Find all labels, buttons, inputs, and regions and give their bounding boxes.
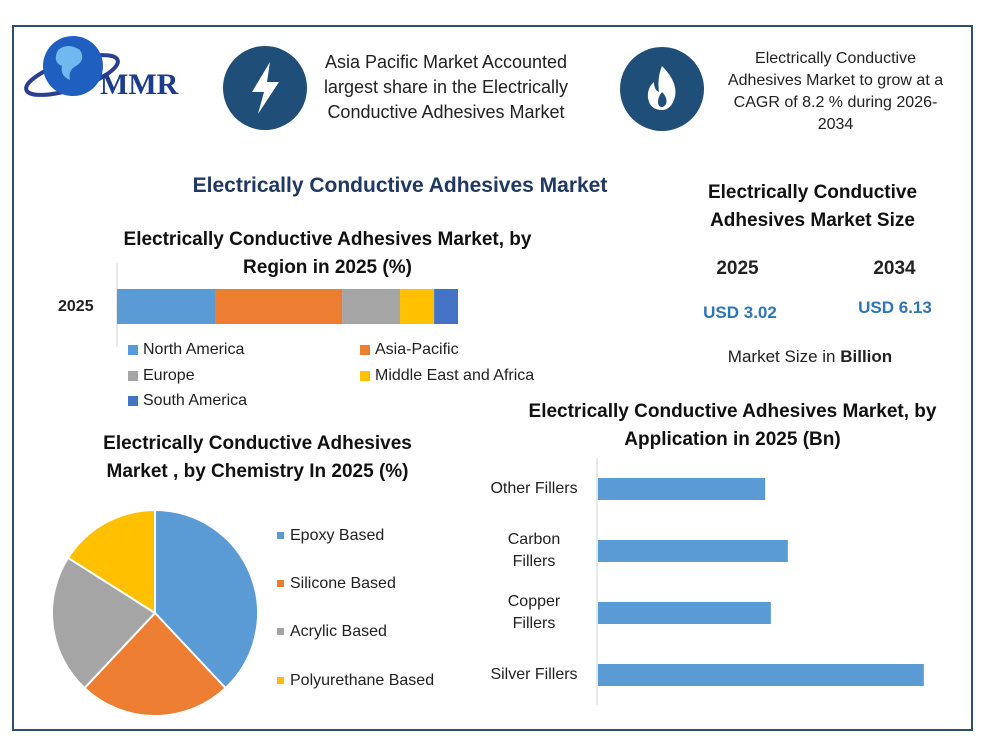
legend-swatch [128, 345, 138, 355]
logo-text: MMR [100, 68, 179, 101]
legend-swatch [360, 371, 370, 381]
year-label: 2025 [716, 258, 759, 279]
bar [598, 664, 924, 686]
frame [12, 25, 973, 731]
y-tick-label: Carbon Fillers [507, 531, 561, 570]
highlight-text: Asia Pacific Market Accounted largest sh… [323, 52, 569, 122]
y-tick-label: 2025 [58, 297, 94, 315]
legend-swatch [128, 396, 138, 406]
year-label: 2034 [873, 258, 916, 279]
legend-swatch [277, 532, 284, 539]
bar-segment [434, 289, 458, 324]
bar [598, 540, 788, 562]
legend-label: Asia-Pacific [375, 341, 459, 358]
chart-title: Electrically Conductive Adhesives Market… [123, 229, 532, 278]
bar [598, 602, 771, 624]
legend-swatch [360, 345, 370, 355]
legend-label: Middle East and Africa [375, 367, 535, 384]
size-title: Electrically Conductive Adhesives Market… [707, 182, 918, 231]
size-unit: Market Size in Billion [700, 347, 920, 367]
legend-label: Acrylic Based [290, 623, 387, 640]
bar [598, 478, 766, 500]
legend-swatch [128, 371, 138, 381]
legend-label: Europe [143, 367, 195, 384]
legend-swatch [277, 580, 284, 587]
bar-segment [342, 289, 401, 324]
legend-swatch [277, 677, 284, 684]
legend-label: North America [143, 341, 245, 358]
legend-label: Silicone Based [290, 575, 396, 592]
chart-title: Electrically Conductive Adhesives Market… [528, 401, 937, 450]
size-unit-text: Market Size in [727, 347, 836, 366]
pie-slice [66, 508, 156, 615]
y-tick-label: Silver Fillers [490, 666, 578, 683]
pie-slice [83, 611, 227, 717]
bar-segment [215, 289, 343, 324]
size-unit-bold: Billion [840, 347, 893, 366]
pie-slice [51, 556, 157, 690]
lightning-icon [252, 62, 279, 114]
flame-icon-inner [658, 92, 667, 107]
legend-swatch [277, 628, 284, 635]
y-tick-label: Other Fillers [490, 480, 578, 497]
highlight-text: Electrically Conductive Adhesives Market… [727, 50, 944, 133]
legend-label: Epoxy Based [290, 527, 385, 544]
pie-slice [154, 508, 259, 690]
bar-segment [117, 289, 216, 324]
main-title: Electrically Conductive Adhesives Market [192, 174, 608, 197]
logo-land [55, 46, 83, 80]
chart-title: Electrically Conductive Adhesives Market… [103, 433, 412, 482]
legend-label: South America [143, 392, 248, 409]
flame-icon [647, 66, 676, 110]
legend-label: Polyurethane Based [290, 672, 435, 689]
bar-segment [400, 289, 435, 324]
y-tick-label: Copper Fillers [507, 593, 561, 632]
size-value: USD 3.02 [703, 303, 777, 322]
size-value: USD 6.13 [858, 298, 932, 317]
